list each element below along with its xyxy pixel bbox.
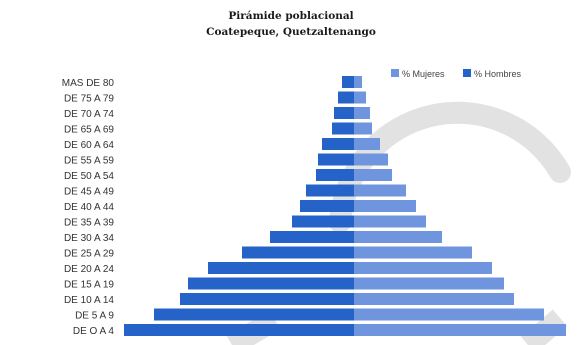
bar-mujeres-4 <box>354 138 380 150</box>
category-tick-label: DE 35 A 39 <box>64 218 114 229</box>
category-tick-label: DE 20 A 24 <box>64 264 114 275</box>
category-ticks-group: MAS DE 80 DE 75 A 79 DE 70 A 74 DE 65 A 69 D… <box>62 78 115 337</box>
legend-label-mujeres: % Mujeres <box>402 69 445 79</box>
bar-hombres-12 <box>208 262 354 274</box>
category-tick-label: DE 75 A 79 <box>64 94 114 105</box>
category-tick-label: MAS DE 80 <box>62 78 115 89</box>
bar-mujeres-7 <box>354 184 406 197</box>
bar-mujeres-11 <box>354 246 472 259</box>
bar-mujeres-10 <box>354 231 442 243</box>
bar-hombres-6 <box>316 169 354 181</box>
bar-hombres-7 <box>306 184 354 197</box>
bar-hombres-4 <box>322 138 354 150</box>
bar-mujeres-9 <box>354 215 426 228</box>
bar-mujeres-15 <box>354 308 544 321</box>
chart-title: Pirámide poblacional <box>228 10 353 22</box>
bar-hombres-13 <box>188 277 354 290</box>
bar-hombres-9 <box>292 215 354 228</box>
category-tick-label: DE O A 4 <box>73 326 115 337</box>
category-tick-label: DE 70 A 74 <box>64 109 114 120</box>
category-tick-label: DE 60 A 64 <box>64 140 114 151</box>
bar-hombres-14 <box>180 293 354 305</box>
bars-group <box>124 76 566 336</box>
category-tick-label: DE 50 A 54 <box>64 171 114 182</box>
category-tick-label: DE 55 A 59 <box>64 156 114 167</box>
bar-mujeres-0 <box>354 76 362 88</box>
bar-mujeres-2 <box>354 107 370 119</box>
category-tick-label: DE 5 A 9 <box>75 311 114 322</box>
category-tick-label: DE 65 A 69 <box>64 125 114 136</box>
category-tick-label: DE 25 A 29 <box>64 249 114 260</box>
bar-mujeres-14 <box>354 293 514 305</box>
bar-mujeres-8 <box>354 200 416 212</box>
category-tick-label: DE 30 A 34 <box>64 233 114 244</box>
category-tick-label: DE 45 A 49 <box>64 187 114 198</box>
category-tick-label: DE 40 A 44 <box>64 202 114 213</box>
bar-hombres-16 <box>124 324 354 336</box>
category-tick-label: DE 15 A 19 <box>64 280 114 291</box>
bar-mujeres-13 <box>354 277 504 290</box>
bar-hombres-8 <box>300 200 354 212</box>
legend-swatch-hombres <box>463 69 471 77</box>
bar-hombres-5 <box>318 153 354 166</box>
bar-hombres-2 <box>334 107 354 119</box>
bar-hombres-11 <box>242 246 354 259</box>
chart-subtitle: Coatepeque, Quetzaltenango <box>206 26 376 38</box>
bar-mujeres-1 <box>354 91 366 104</box>
bar-mujeres-6 <box>354 169 392 181</box>
bar-hombres-1 <box>338 91 354 104</box>
bar-mujeres-12 <box>354 262 492 274</box>
bar-mujeres-16 <box>354 324 566 336</box>
legend-label-hombres: % Hombres <box>474 69 522 79</box>
legend: % Mujeres % Hombres <box>391 69 522 79</box>
bar-mujeres-3 <box>354 122 372 135</box>
bar-hombres-0 <box>342 76 354 88</box>
bar-hombres-3 <box>332 122 354 135</box>
bar-mujeres-5 <box>354 153 388 166</box>
bar-hombres-15 <box>154 308 354 321</box>
legend-swatch-mujeres <box>391 69 399 77</box>
category-tick-label: DE 10 A 14 <box>64 295 114 306</box>
bar-hombres-10 <box>270 231 354 243</box>
